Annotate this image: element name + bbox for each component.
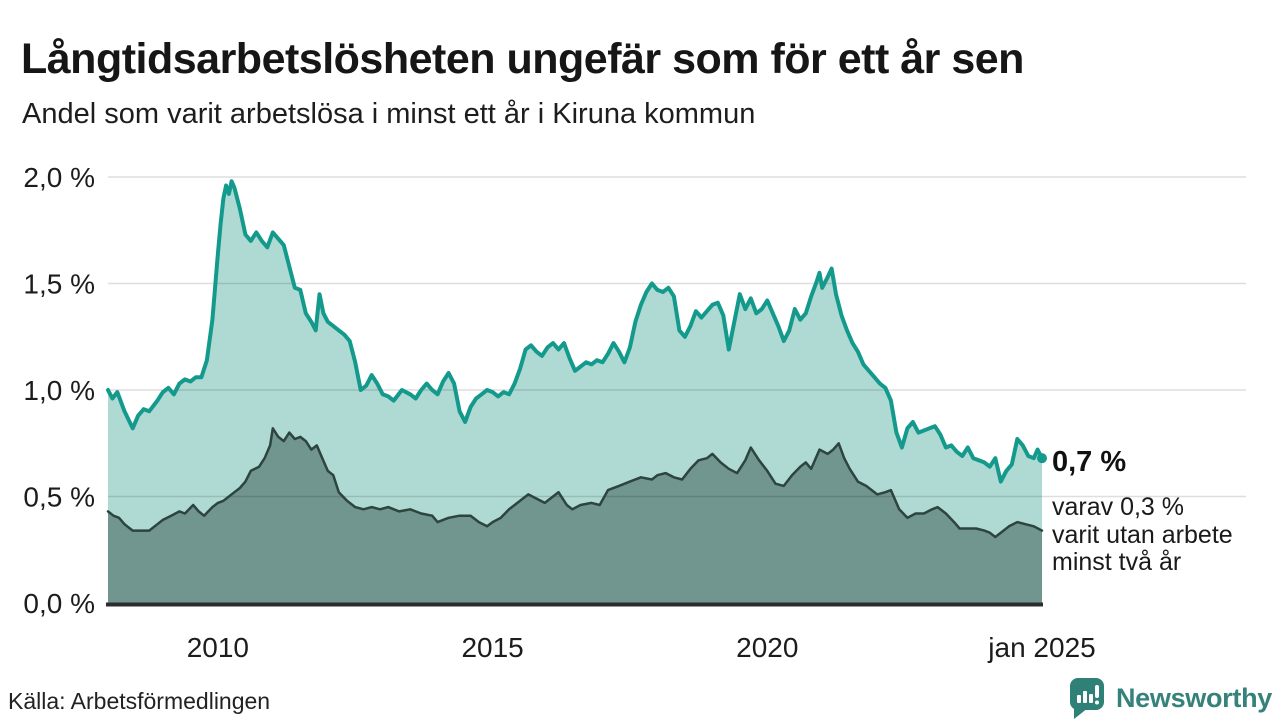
x-tick-label: 2020 [736,632,798,663]
x-tick-label: 2015 [461,632,523,663]
detail-line-1: varav 0,3 % [1052,493,1185,521]
end-value-detail: varav 0,3 % varit utan arbete minst två … [1052,493,1233,577]
source-credit: Källa: Arbetsförmedlingen [8,688,271,714]
detail-line-3: minst två år [1052,548,1182,576]
y-tick-label: 0,0 % [23,588,95,619]
y-tick-label: 1,5 % [23,269,95,300]
end-value-label: 0,7 % [1052,446,1127,478]
end-marker [1037,453,1047,464]
line-minst-ett-ar [106,179,1044,484]
detail-line-2: varit utan arbete [1052,520,1233,549]
chart-subtitle: Andel som varit arbetslösa i minst ett å… [22,98,756,130]
page-title: Långtidsarbetslösheten ungefär som för e… [21,34,1024,83]
newsworthy-icon [1069,678,1104,719]
x-tick-label: jan 2025 [987,632,1095,663]
newsworthy-logo: Newsworthy [1067,676,1272,720]
line-minst-tva-ar [106,427,1044,539]
area-minst-tva-ar [108,428,1042,603]
newsworthy-wordmark: Newsworthy [1115,682,1272,713]
x-tick-label: 2010 [187,632,249,663]
y-tick-label: 0,5 % [23,482,95,513]
y-tick-label: 2,0 % [23,162,95,193]
y-tick-label: 1,0 % [23,375,95,406]
